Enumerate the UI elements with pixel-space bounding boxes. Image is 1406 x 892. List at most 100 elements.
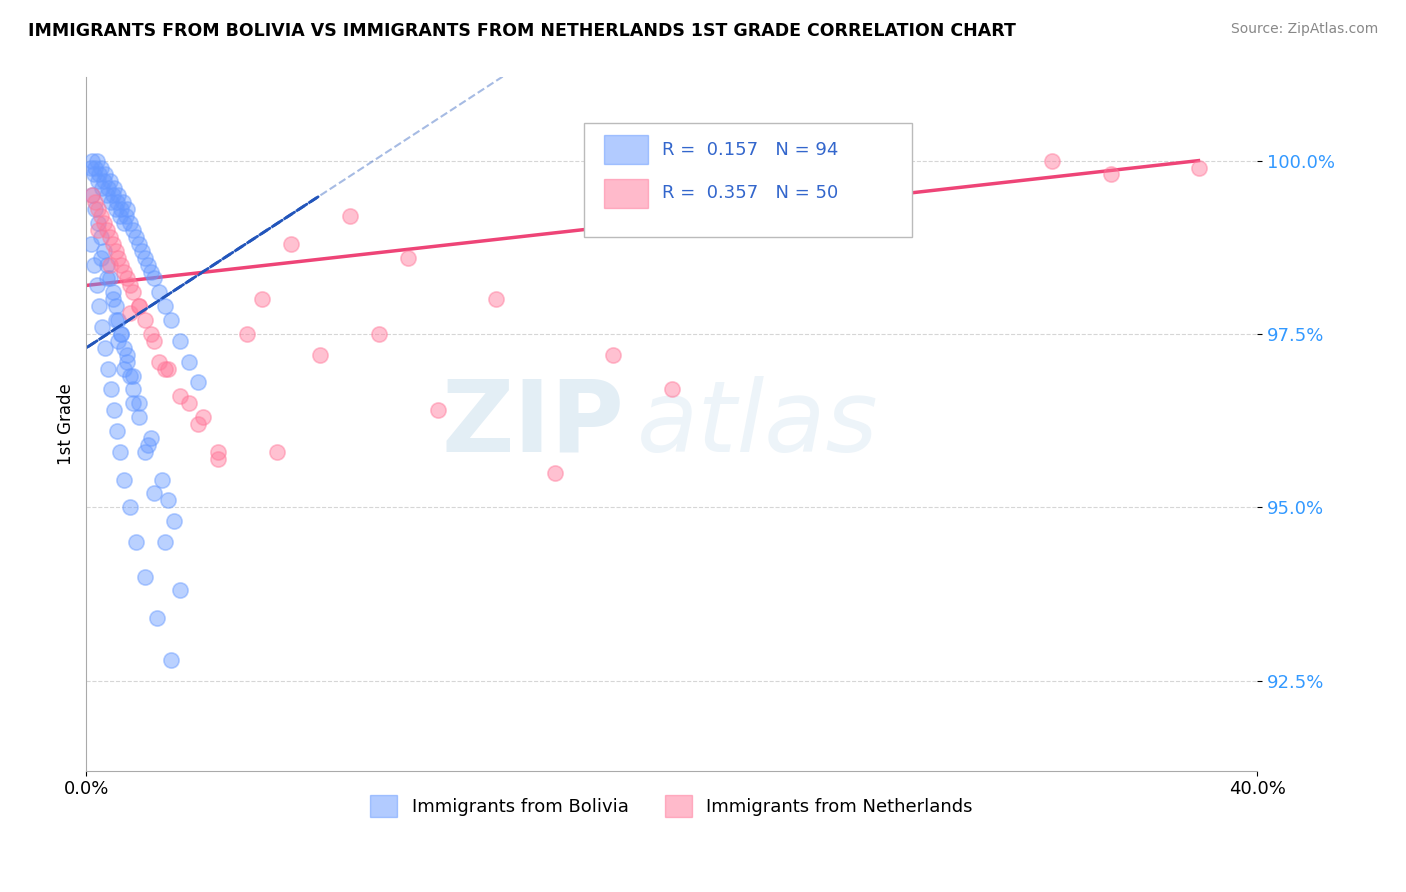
Point (122, 368, 145, 383)
Point (1040, 153, 1063, 168)
Point (108, 444, 131, 458)
Point (139, 326, 162, 341)
Point (82, 153, 104, 168)
Point (89, 299, 111, 313)
Point (122, 383, 145, 397)
Point (107, 188, 129, 202)
Point (148, 285, 170, 300)
Point (111, 195, 134, 210)
Point (87, 223, 110, 237)
Point (94, 168, 117, 182)
Point (602, 348, 624, 362)
Point (207, 444, 229, 458)
Point (309, 348, 332, 362)
Point (90, 209, 112, 223)
Point (169, 389, 191, 403)
Point (84, 202, 107, 216)
Point (112, 264, 135, 278)
Point (84, 195, 107, 210)
Point (157, 493, 180, 508)
Point (96, 258, 118, 272)
Point (169, 583, 191, 598)
Point (117, 348, 139, 362)
Point (104, 244, 127, 258)
Point (163, 514, 186, 528)
Point (145, 611, 167, 625)
Point (128, 299, 150, 313)
Point (661, 383, 683, 397)
Point (91, 181, 114, 195)
Point (396, 251, 419, 265)
Point (91, 320, 114, 334)
Point (90, 161, 112, 175)
Point (83, 168, 105, 182)
Point (131, 244, 153, 258)
Point (107, 313, 129, 327)
Point (139, 264, 162, 278)
Point (101, 236, 124, 251)
Point (94, 341, 117, 355)
Point (96, 271, 118, 285)
Point (112, 473, 135, 487)
Point (120, 500, 142, 515)
Point (87, 202, 110, 216)
Point (160, 313, 183, 327)
Point (142, 334, 165, 348)
Point (136, 438, 159, 452)
Point (110, 258, 132, 272)
Point (193, 410, 215, 425)
Point (90, 251, 112, 265)
Point (108, 209, 131, 223)
Point (134, 569, 156, 583)
Point (112, 361, 135, 376)
Point (105, 195, 128, 210)
Point (117, 202, 139, 216)
Point (339, 209, 361, 223)
Point (128, 396, 150, 410)
Point (82, 188, 104, 202)
Point (1099, 168, 1122, 182)
Point (107, 334, 129, 348)
Point (87, 174, 110, 188)
Point (485, 293, 508, 307)
Point (105, 424, 128, 438)
Point (426, 403, 449, 417)
Point (139, 431, 162, 445)
Text: R =  0.357   N = 50: R = 0.357 N = 50 (662, 185, 838, 202)
Point (93, 244, 115, 258)
Point (136, 258, 159, 272)
Point (101, 188, 124, 202)
Point (110, 326, 132, 341)
Point (120, 216, 142, 230)
Point (104, 202, 127, 216)
Point (117, 354, 139, 368)
Point (155, 535, 177, 549)
Point (266, 444, 288, 458)
Point (177, 396, 200, 410)
Point (169, 334, 191, 348)
FancyBboxPatch shape (583, 122, 911, 237)
Point (155, 299, 177, 313)
Point (98, 271, 121, 285)
Text: ZIP: ZIP (441, 376, 624, 473)
Point (98, 230, 121, 244)
Point (97, 361, 120, 376)
Point (134, 251, 156, 265)
Point (82, 188, 104, 202)
Point (98, 258, 121, 272)
Point (865, 168, 887, 182)
Point (186, 376, 208, 390)
Point (122, 223, 145, 237)
Point (101, 293, 124, 307)
Point (368, 326, 391, 341)
Point (1187, 161, 1209, 175)
Point (160, 653, 183, 667)
Point (101, 285, 124, 300)
Point (79, 161, 101, 175)
Point (86, 153, 108, 168)
Point (100, 383, 122, 397)
Text: Source: ZipAtlas.com: Source: ZipAtlas.com (1230, 22, 1378, 37)
Point (93, 216, 115, 230)
Point (718, 188, 741, 202)
Point (120, 278, 142, 293)
